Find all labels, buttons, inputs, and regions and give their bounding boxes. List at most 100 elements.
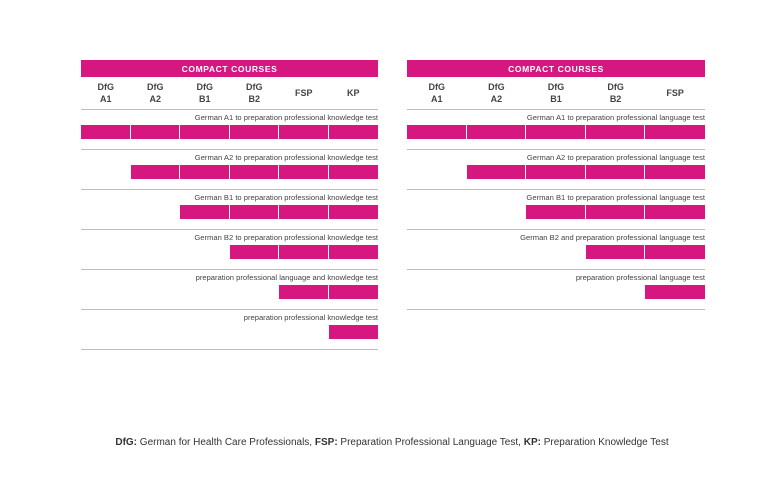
bar-segment — [130, 165, 180, 179]
bar-segment — [328, 165, 378, 179]
bar-segment — [180, 125, 230, 139]
empty-segment — [81, 245, 131, 259]
course-bar — [407, 165, 705, 179]
bar-segment — [407, 125, 467, 139]
bar-segment — [645, 125, 705, 139]
column-header: FSP — [294, 88, 313, 98]
course-label: preparation professional knowledge test — [243, 313, 378, 322]
footnote-dfg-key: DfG: — [115, 437, 138, 448]
bar-segment — [585, 205, 646, 219]
course-row: German B2 and preparation professional l… — [407, 230, 705, 270]
empty-segment — [407, 165, 467, 179]
column-header: KP — [346, 88, 360, 98]
empty-segment — [407, 205, 467, 219]
course-label: preparation professional language and kn… — [195, 273, 378, 282]
footnote-fsp-text: Preparation Professional Language Test, — [337, 437, 524, 448]
bar-segment — [279, 205, 329, 219]
empty-segment — [526, 245, 586, 259]
course-label: German A1 to preparation professional kn… — [194, 113, 378, 122]
bar-segment — [585, 245, 646, 259]
compact-courses-table-knowledge-test: COMPACT COURSES DfG A1 DfG A2 DfG B1 DfG B2… — [81, 60, 378, 350]
empty-segment — [230, 325, 280, 339]
course-row: German B1 to preparation professional kn… — [81, 190, 378, 230]
course-row: preparation professional language and kn… — [81, 270, 378, 310]
bar-segment — [526, 125, 586, 139]
course-label: German A2 to preparation professional kn… — [194, 153, 378, 162]
bar-segment — [526, 165, 586, 179]
course-label: German B1 to preparation professional la… — [526, 193, 705, 202]
bar-segment — [328, 205, 378, 219]
course-row: German A1 to preparation professional la… — [407, 110, 705, 150]
bar-segment — [229, 245, 279, 259]
course-rows: German A1 to preparation professional la… — [407, 110, 705, 310]
bar-segment — [466, 165, 527, 179]
empty-segment — [81, 285, 131, 299]
empty-segment — [81, 165, 131, 179]
compact-courses-table-language-test: COMPACT COURSES DfG A1 DfG A2 DfG B1 DfG B2… — [407, 60, 705, 310]
course-row: preparation professional language test — [407, 270, 705, 310]
column-header: DfG A1 — [97, 82, 115, 104]
bar-segment — [81, 125, 131, 139]
empty-segment — [407, 245, 467, 259]
bar-segment — [585, 125, 646, 139]
course-bar — [81, 125, 378, 139]
course-label: German B2 to preparation professional kn… — [194, 233, 378, 242]
bar-segment — [328, 285, 378, 299]
bar-segment — [130, 125, 180, 139]
course-row: German A2 to preparation professional kn… — [81, 150, 378, 190]
course-row: German B2 to preparation professional kn… — [81, 230, 378, 270]
empty-segment — [131, 285, 181, 299]
bar-segment — [526, 205, 586, 219]
empty-segment — [180, 245, 230, 259]
column-headers: DfG A1 DfG A2 DfG B1 DfG B2 FSP KP — [81, 77, 378, 110]
column-header: DfG A1 — [428, 82, 446, 104]
empty-segment — [131, 205, 181, 219]
column-header: DfG A2 — [147, 82, 164, 104]
bar-segment — [585, 165, 646, 179]
course-bar — [407, 125, 705, 139]
course-rows: German A1 to preparation professional kn… — [81, 110, 378, 350]
bar-segment — [328, 125, 378, 139]
table-title: COMPACT COURSES — [407, 60, 705, 77]
bar-segment — [466, 125, 527, 139]
column-header: FSP — [666, 88, 684, 98]
bar-segment — [279, 125, 329, 139]
course-bar — [81, 285, 378, 299]
empty-segment — [131, 325, 181, 339]
course-row: preparation professional knowledge test — [81, 310, 378, 350]
bar-segment — [229, 205, 279, 219]
course-bar — [407, 205, 705, 219]
bar-segment — [645, 285, 705, 299]
column-header: DfG B2 — [607, 82, 624, 104]
course-label: German B2 and preparation professional l… — [520, 233, 705, 242]
footnote-kp-text: Preparation Knowledge Test — [540, 437, 669, 448]
legend-footnote: DfG: German for Health Care Professional… — [0, 437, 784, 448]
course-row: German B1 to preparation professional la… — [407, 190, 705, 230]
empty-segment — [230, 285, 280, 299]
footnote-dfg-text: German for Health Care Professionals, — [137, 437, 315, 448]
empty-segment — [81, 325, 131, 339]
bar-segment — [279, 165, 329, 179]
course-bar — [81, 165, 378, 179]
empty-segment — [407, 285, 467, 299]
empty-segment — [467, 245, 527, 259]
bar-segment — [328, 245, 378, 259]
course-bar — [81, 245, 378, 259]
empty-segment — [180, 325, 230, 339]
footnote-kp-key: KP: — [523, 437, 541, 448]
bar-segment — [645, 205, 705, 219]
column-header: DfG A2 — [488, 82, 505, 104]
column-header: DfG B1 — [196, 82, 214, 104]
course-bar — [81, 325, 378, 339]
course-row: German A2 to preparation professional la… — [407, 150, 705, 190]
bar-segment — [328, 325, 378, 339]
course-label: German A2 to preparation professional la… — [526, 153, 705, 162]
bar-segment — [229, 165, 279, 179]
bar-segment — [229, 125, 279, 139]
course-bar — [407, 245, 705, 259]
empty-segment — [467, 285, 527, 299]
empty-segment — [467, 205, 527, 219]
course-row: German A1 to preparation professional kn… — [81, 110, 378, 150]
course-label: preparation professional language test — [575, 273, 705, 282]
empty-segment — [279, 325, 329, 339]
